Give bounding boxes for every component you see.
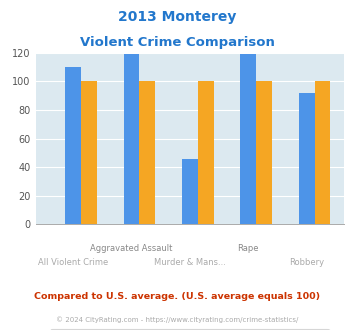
Text: Compared to U.S. average. (U.S. average equals 100): Compared to U.S. average. (U.S. average … — [34, 292, 321, 301]
Text: Rape: Rape — [237, 244, 259, 253]
Text: Aggravated Assault: Aggravated Assault — [91, 244, 173, 253]
Bar — [124, 54, 140, 224]
Bar — [315, 82, 330, 224]
Bar — [140, 82, 155, 224]
Bar — [182, 159, 198, 224]
Text: © 2024 CityRating.com - https://www.cityrating.com/crime-statistics/: © 2024 CityRating.com - https://www.city… — [56, 316, 299, 323]
Bar — [65, 67, 81, 224]
Bar — [81, 82, 97, 224]
Bar — [256, 82, 272, 224]
Text: Violent Crime Comparison: Violent Crime Comparison — [80, 36, 275, 49]
Text: All Violent Crime: All Violent Crime — [38, 258, 108, 267]
Bar — [299, 93, 315, 224]
Bar — [198, 82, 214, 224]
Text: Murder & Mans...: Murder & Mans... — [154, 258, 226, 267]
Legend: Monterey, Massachusetts, National: Monterey, Massachusetts, National — [50, 329, 329, 330]
Text: Robbery: Robbery — [289, 258, 324, 267]
Bar — [240, 54, 256, 224]
Text: 2013 Monterey: 2013 Monterey — [118, 10, 237, 24]
